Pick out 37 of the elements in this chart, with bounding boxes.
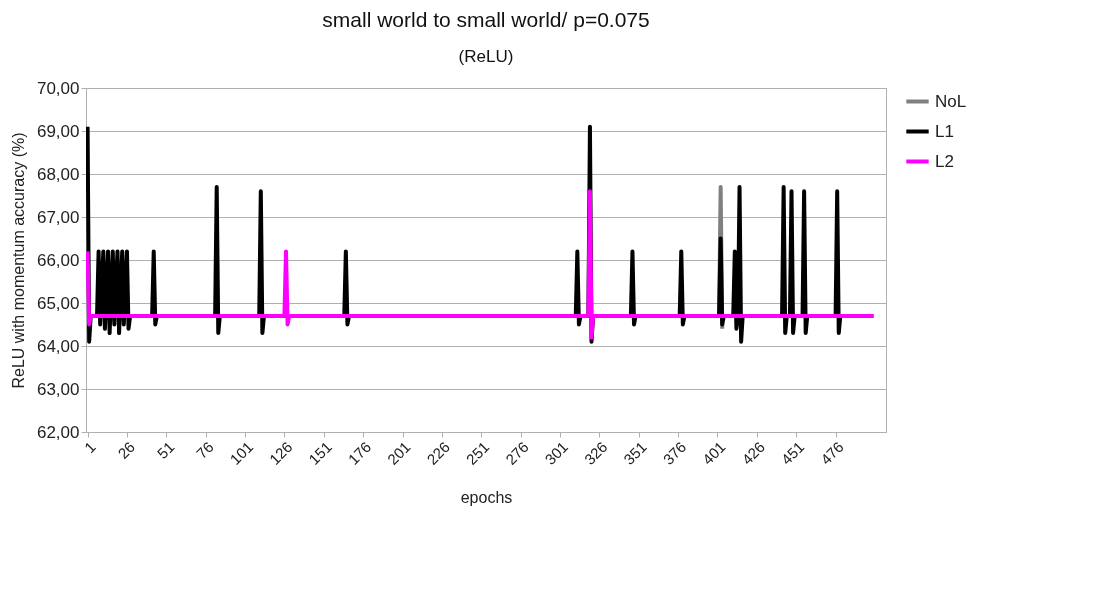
x-tick-label: 101 — [226, 438, 257, 468]
x-tick-label: 326 — [580, 438, 611, 468]
y-tick-label: 67,00 — [36, 207, 80, 227]
x-tick-label: 151 — [305, 438, 335, 468]
x-tick-label: 226 — [423, 438, 454, 468]
line-series — [86, 189, 876, 340]
chart-title: small world to small world/ p=0.075 — [322, 8, 650, 31]
x-tick-label: 76 — [192, 438, 217, 462]
x-tick-label: 426 — [738, 438, 768, 468]
y-tick-label: 66,00 — [36, 250, 80, 270]
legend-label: NoL — [935, 91, 967, 111]
y-tick-label: 64,00 — [36, 336, 80, 356]
legend-label: L2 — [935, 151, 954, 171]
x-tick-label: 1 — [80, 438, 99, 457]
x-tick-label: 476 — [816, 438, 847, 468]
y-tick-label: 70,00 — [36, 78, 80, 98]
x-tick-label: 351 — [620, 438, 650, 468]
y-axis-title: ReLU with momentum accuracy (%) — [9, 132, 27, 389]
y-tick-label: 69,00 — [36, 121, 80, 141]
x-tick-label: 301 — [541, 438, 572, 468]
x-tick-label: 176 — [344, 438, 375, 468]
y-tick-label: 63,00 — [36, 379, 80, 399]
y-tick-label: 62,00 — [36, 422, 80, 442]
x-tick-label: 201 — [383, 438, 414, 468]
x-tick-label: 26 — [114, 438, 139, 462]
x-tick-label: 451 — [777, 438, 808, 468]
x-tick-label: 401 — [698, 438, 729, 468]
chart-subtitle: (ReLU) — [458, 47, 514, 66]
x-tick-label: 276 — [502, 438, 532, 468]
legend-label: L1 — [935, 121, 954, 141]
x-axis-title: epochs — [460, 488, 513, 506]
x-tick-label: 376 — [659, 438, 690, 468]
y-tick-label: 68,00 — [36, 164, 80, 184]
x-tick-label: 126 — [265, 438, 296, 468]
x-tick-label: 51 — [153, 438, 178, 462]
x-tick-label: 251 — [462, 438, 493, 468]
y-tick-label: 65,00 — [36, 293, 80, 313]
